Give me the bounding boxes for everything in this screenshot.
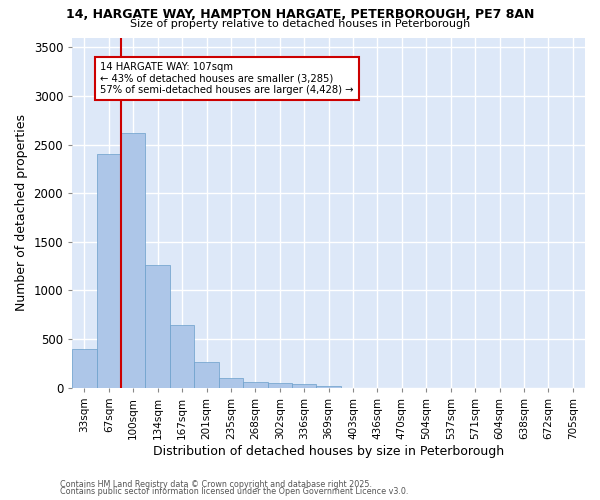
Bar <box>97 154 121 388</box>
X-axis label: Distribution of detached houses by size in Peterborough: Distribution of detached houses by size … <box>153 444 504 458</box>
Text: 14 HARGATE WAY: 107sqm
← 43% of detached houses are smaller (3,285)
57% of semi-: 14 HARGATE WAY: 107sqm ← 43% of detached… <box>100 62 354 95</box>
Text: Contains public sector information licensed under the Open Government Licence v3: Contains public sector information licen… <box>60 487 409 496</box>
Bar <box>219 378 243 388</box>
Text: Size of property relative to detached houses in Peterborough: Size of property relative to detached ho… <box>130 19 470 29</box>
Text: 14, HARGATE WAY, HAMPTON HARGATE, PETERBOROUGH, PE7 8AN: 14, HARGATE WAY, HAMPTON HARGATE, PETERB… <box>66 8 534 20</box>
Y-axis label: Number of detached properties: Number of detached properties <box>15 114 28 311</box>
Bar <box>243 382 268 388</box>
Bar <box>316 386 341 388</box>
Bar <box>72 349 97 388</box>
Bar <box>121 133 145 388</box>
Bar <box>292 384 316 388</box>
Bar <box>194 362 219 388</box>
Text: Contains HM Land Registry data © Crown copyright and database right 2025.: Contains HM Land Registry data © Crown c… <box>60 480 372 489</box>
Bar <box>170 324 194 388</box>
Bar <box>145 265 170 388</box>
Bar <box>268 383 292 388</box>
